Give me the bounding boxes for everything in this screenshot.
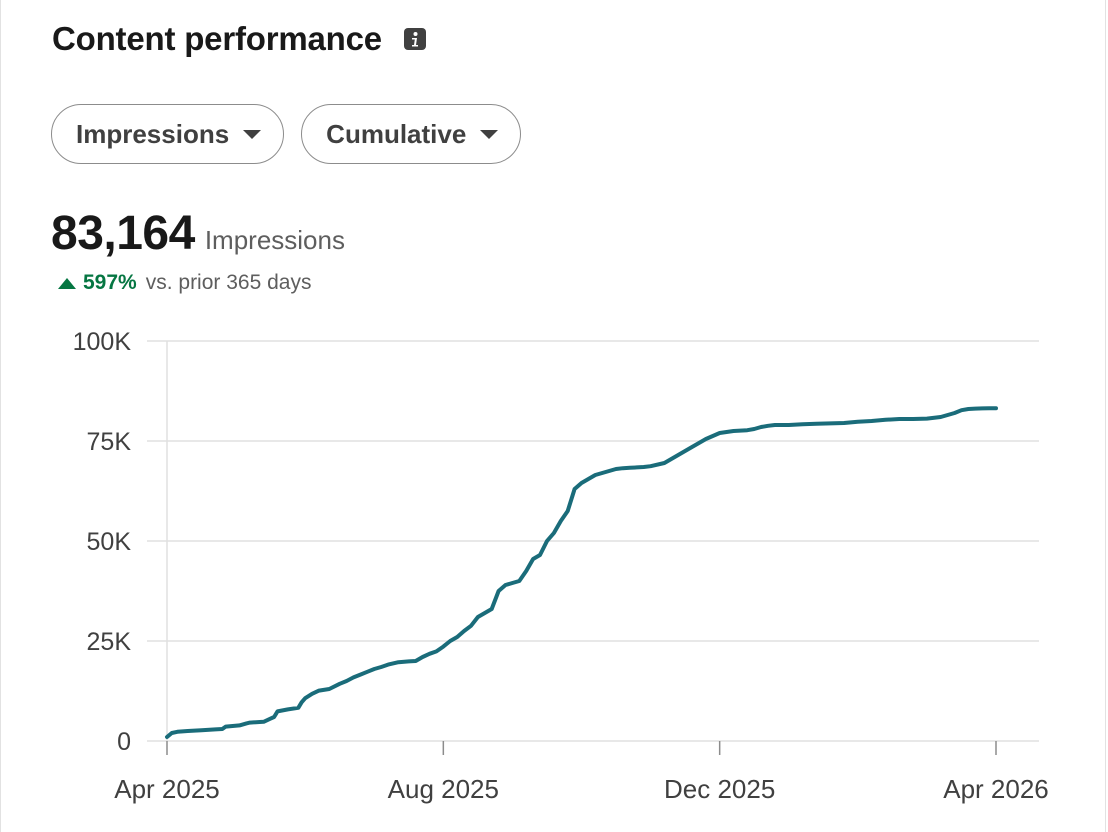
y-tick-label: 100K <box>73 328 132 356</box>
caret-down-icon <box>480 129 499 139</box>
delta-comparison: vs. prior 365 days <box>145 271 312 294</box>
metric-dropdown[interactable]: Impressions <box>51 104 285 164</box>
mode-dropdown[interactable]: Cumulative <box>301 104 522 164</box>
x-tick-label: Aug 2025 <box>388 774 499 804</box>
header: Content performance <box>52 20 426 58</box>
y-tick-label: 75K <box>87 428 132 456</box>
y-tick-label: 0 <box>117 728 131 756</box>
info-icon[interactable] <box>403 28 426 50</box>
y-tick-label: 25K <box>87 628 132 656</box>
trend-up-icon <box>58 277 76 289</box>
metric-label: Impressions <box>204 225 345 255</box>
x-tick-label: Dec 2025 <box>664 774 775 804</box>
impressions-line-chart: 0 25K 50K 75K 100K Apr 2025 Aug 2025 Dec 2025 Ap… <box>73 328 1049 804</box>
metric-value: 83,164 <box>51 207 195 260</box>
caret-down-icon <box>243 129 262 139</box>
x-tick-label: Apr 2025 <box>114 774 220 804</box>
mode-dropdown-label: Cumulative <box>326 118 467 149</box>
impressions-series-line <box>165 406 998 739</box>
summary-metric: 83,164 Impressions <box>51 206 345 261</box>
metric-dropdown-label: Impressions <box>76 118 230 149</box>
y-tick-label: 50K <box>87 528 132 556</box>
delta-percent: 597% <box>83 271 137 294</box>
card-title: Content performance <box>52 20 382 57</box>
filter-bar: Impressions Cumulative <box>51 104 522 164</box>
x-tick-label: Apr 2026 <box>943 774 1049 804</box>
delta-indicator: 597% vs. prior 365 days <box>58 271 311 295</box>
